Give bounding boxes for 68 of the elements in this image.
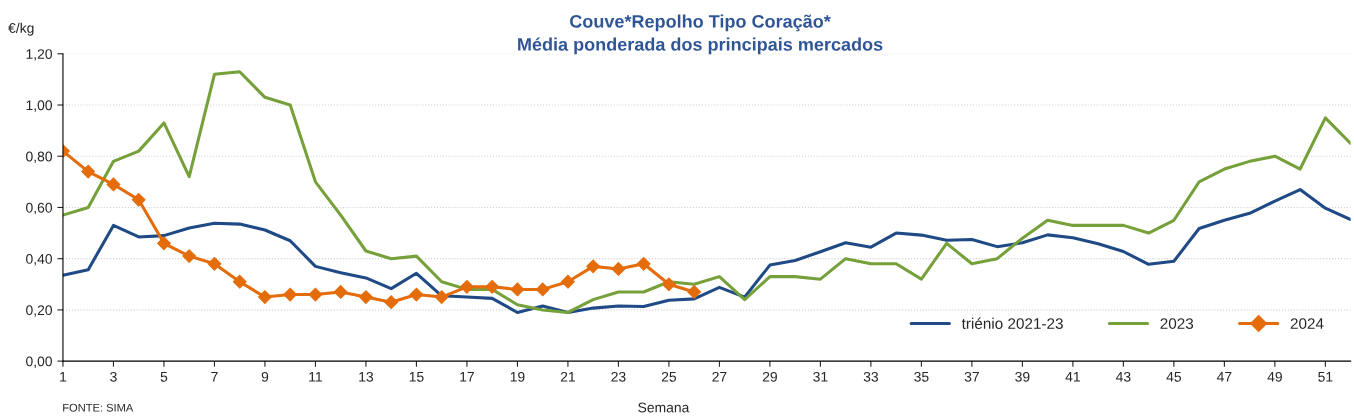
x-tick-label: 41 xyxy=(1065,372,1080,382)
y-axis-title: €/kg xyxy=(8,22,34,36)
point xyxy=(81,164,96,179)
point xyxy=(561,274,575,289)
x-tick-label: 43 xyxy=(1115,371,1131,382)
x-tick-label: 49 xyxy=(1267,371,1282,382)
x-tick-label: 33 xyxy=(863,371,879,382)
point xyxy=(485,279,500,294)
x-tick-label: 47 xyxy=(1216,372,1232,382)
point xyxy=(182,249,197,264)
point xyxy=(283,287,298,302)
point xyxy=(157,236,171,251)
point xyxy=(308,287,323,302)
x-tick-label: 17 xyxy=(460,372,474,382)
chart-title: Couve*Repolho Tipo Coração* xyxy=(570,14,831,32)
y-tick-label: 0,00 xyxy=(26,356,52,368)
legend-label: 2024 xyxy=(1290,318,1324,329)
point xyxy=(460,279,474,294)
point xyxy=(258,290,272,304)
x-tick-label: 35 xyxy=(914,371,929,382)
y-tick-label: 0,40 xyxy=(26,254,52,266)
x-tick-label: 23 xyxy=(611,371,626,382)
legend-label: 2023 xyxy=(1160,318,1194,329)
point xyxy=(510,282,525,297)
point xyxy=(232,274,247,289)
legend-label: triénio 2021-23 xyxy=(961,317,1063,329)
x-tick-label: 19 xyxy=(510,371,525,382)
point xyxy=(359,290,373,304)
x-tick-label: 31 xyxy=(813,371,828,382)
x-tick-label: 13 xyxy=(359,371,374,382)
point xyxy=(636,256,651,271)
point xyxy=(586,259,601,274)
chart-subtitle: Média ponderada dos principais mercados xyxy=(518,37,883,55)
point xyxy=(384,295,399,310)
x-tick-label: 7 xyxy=(211,372,218,382)
x-tick-label: 9 xyxy=(261,371,269,382)
point xyxy=(535,282,550,297)
x-axis-title: Semana xyxy=(638,402,690,413)
y-tick-label: 1,20 xyxy=(26,49,52,61)
point xyxy=(409,287,424,302)
point xyxy=(434,290,449,304)
source-note: FONTE: SIMA xyxy=(63,403,134,412)
x-tick-label: 21 xyxy=(560,371,575,382)
point xyxy=(106,177,121,192)
x-tick-label: 27 xyxy=(712,371,727,382)
x-tick-label: 15 xyxy=(409,372,424,382)
x-tick-label: 29 xyxy=(762,371,777,382)
line-series xyxy=(62,70,1351,314)
point xyxy=(207,256,222,271)
point xyxy=(687,285,702,299)
x-tick-label: 1 xyxy=(60,372,67,382)
point xyxy=(333,285,348,299)
line-series xyxy=(62,188,1351,314)
point xyxy=(131,192,146,207)
point xyxy=(611,262,626,276)
y-tick-label: 0,60 xyxy=(26,202,52,215)
x-tick-label: 5 xyxy=(160,372,168,382)
y-tick-label: 0,20 xyxy=(26,305,52,317)
point xyxy=(662,277,676,292)
x-tick-label: 51 xyxy=(1318,372,1333,382)
x-tick-label: 37 xyxy=(964,371,979,382)
x-tick-label: 25 xyxy=(661,371,677,382)
y-tick-label: 1,00 xyxy=(26,100,52,112)
x-tick-label: 39 xyxy=(1015,371,1030,382)
x-tick-label: 45 xyxy=(1166,372,1182,382)
y-tick-label: 0,80 xyxy=(26,151,52,164)
x-tick-label: 11 xyxy=(309,372,322,382)
x-tick-label: 3 xyxy=(110,371,117,382)
